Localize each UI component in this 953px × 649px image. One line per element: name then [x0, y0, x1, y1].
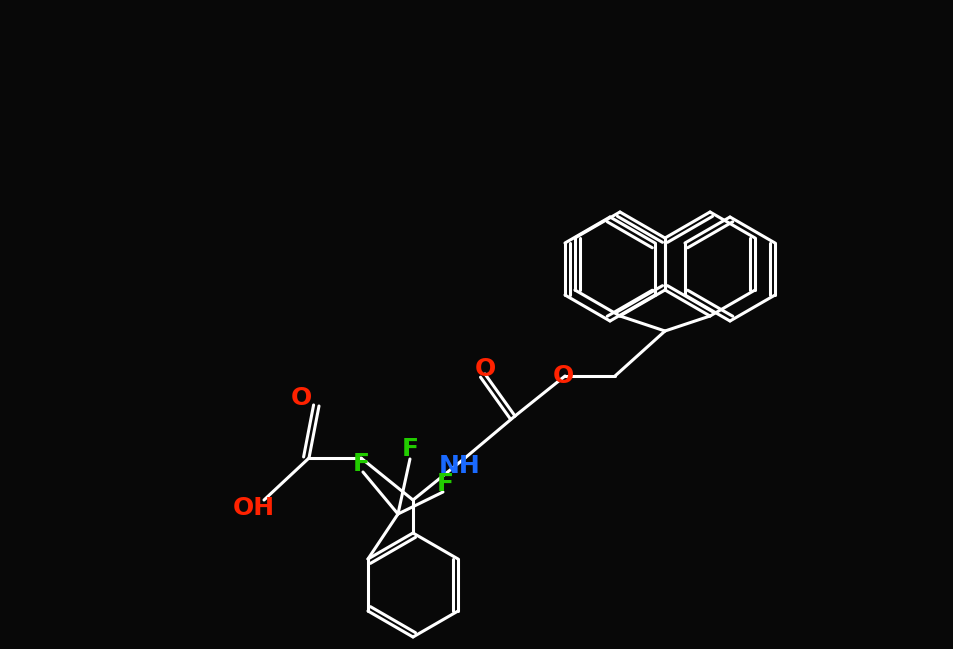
Text: O: O — [474, 357, 496, 381]
Text: O: O — [552, 364, 573, 388]
Text: OH: OH — [233, 496, 274, 520]
Text: F: F — [401, 437, 418, 461]
Text: F: F — [436, 472, 453, 496]
Text: O: O — [290, 386, 312, 410]
Text: NH: NH — [438, 454, 480, 478]
Text: F: F — [352, 452, 369, 476]
